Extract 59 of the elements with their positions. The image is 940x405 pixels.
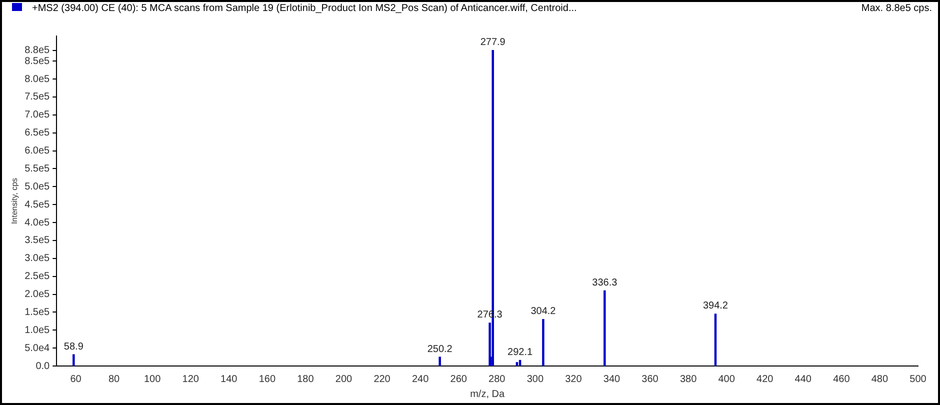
x-tick-label: 280 <box>488 374 506 385</box>
bar <box>516 362 518 366</box>
bar <box>518 360 522 366</box>
x-tick-label: 120 <box>182 374 200 385</box>
y-tick-label: 5.5e5 <box>24 163 50 174</box>
y-tick-label: 8.8e5 <box>24 45 50 56</box>
y-tick-label: 7.5e5 <box>24 92 50 103</box>
x-tick-label: 440 <box>794 374 812 385</box>
annotation: 277.9 <box>480 37 506 48</box>
x-tick-label: 500 <box>910 374 927 385</box>
x-tick-label: 420 <box>756 374 774 385</box>
bar <box>542 319 544 366</box>
x-tick-label: 220 <box>374 374 391 385</box>
x-tick-label: 460 <box>833 374 850 385</box>
x-tick-label: 180 <box>297 374 314 385</box>
x-tick-label: 80 <box>108 374 120 385</box>
bar <box>438 356 441 366</box>
annotation: 58.9 <box>64 341 84 352</box>
y-tick-label: 4.5e5 <box>24 199 50 210</box>
x-tick-label: 60 <box>70 374 82 385</box>
x-tick-label: 260 <box>450 374 468 385</box>
y-tick-label: 0.0 <box>36 360 50 372</box>
y-tick-label: 5.0e5 <box>24 181 50 192</box>
x-tick-label: 400 <box>718 374 736 385</box>
annotation: 292.1 <box>508 347 533 358</box>
y-tick-label: 6.5e5 <box>24 128 50 139</box>
x-tick-label: 320 <box>565 374 582 385</box>
y-tick-label: 2.0e5 <box>24 289 50 300</box>
y-tick-label: 4.0e5 <box>24 217 50 228</box>
annotation: 336.3 <box>592 277 618 288</box>
y-tick-label: 1.0e5 <box>24 324 50 336</box>
annotation: 250.2 <box>427 344 453 355</box>
y-tick-label: 8.0e5 <box>24 74 50 85</box>
x-tick-label: 160 <box>258 374 276 385</box>
x-tick-label: 340 <box>603 374 621 385</box>
y-tick-label: 3.0e5 <box>24 253 50 264</box>
y-tick-label: 2.5e5 <box>24 271 50 282</box>
y-tick-label: 1.5e5 <box>24 306 50 318</box>
y-tick-label: 6.0e5 <box>24 146 50 157</box>
y-tick-label: 3.5e5 <box>24 235 50 246</box>
bar <box>604 290 606 366</box>
x-tick-label: 380 <box>680 374 698 385</box>
x-tick-label: 100 <box>144 374 162 385</box>
x-tick-label: 240 <box>412 374 430 385</box>
annotation: 304.2 <box>530 306 556 318</box>
x-tick-label: 300 <box>526 374 544 385</box>
bar <box>72 354 75 366</box>
x-tick-label: 140 <box>220 374 238 385</box>
y-tick-label: 8.5e5 <box>24 56 50 67</box>
y-tick-label: 7.0e5 <box>24 110 50 121</box>
y-tick-label: 5.0e4 <box>24 342 50 354</box>
y-axis-title: Intensity, cps <box>10 178 20 224</box>
chart-title: +MS2 (394.00) CE (40): 5 MCA scans from Sample 19 (Erlotinib_Product Ion MS2_Pos Scan) of Anticancer.wiff, Centroid... <box>32 2 577 15</box>
x-tick-label: 200 <box>335 374 353 385</box>
annotation: 394.2 <box>702 300 728 312</box>
x-axis-title: m/z, Da <box>470 388 505 400</box>
text: Max. 8.8e5 cps. <box>861 2 932 15</box>
x-tick-label: 360 <box>642 374 659 385</box>
x-tick-label: 480 <box>871 374 888 385</box>
